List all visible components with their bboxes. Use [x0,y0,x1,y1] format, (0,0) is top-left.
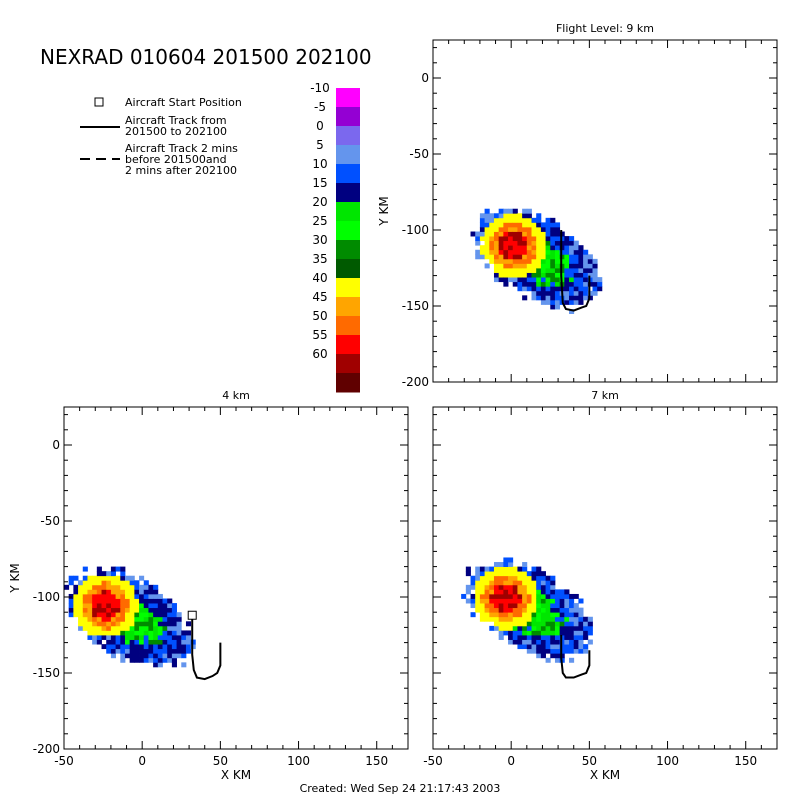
aircraft-track [191,615,222,681]
panel-title: 4 km [222,389,250,402]
figure-title: NEXRAD 010604 201500 202100 [40,45,372,69]
legend: Aircraft Start Position Aircraft Track f… [80,96,242,177]
colorbar-label: 15 [312,176,327,190]
colorbar-swatch [336,316,360,336]
legend-track-line2: 201500 to 202100 [125,125,227,138]
x-tick-label: -50 [423,754,443,768]
y-tick-label: -100 [402,223,429,237]
colorbar-swatch [336,145,360,165]
panel-title: Flight Level: 9 km [556,22,654,35]
colorbar-swatch [336,297,360,317]
x-tick-label: 150 [365,754,388,768]
radar-panel: 0 -50 -100 -150 -200 Flight Level: 9 km Y KM [377,22,778,389]
x-tick-label: 100 [287,754,310,768]
y-tick-label: -150 [402,299,429,313]
colorbar-label: 5 [316,138,324,152]
colorbar-swatch [336,183,360,203]
radar-panel: -50 0 50 100 150 0 -50 -100 -150 -200 4 km X KM Y KM [8,389,409,782]
colorbar-label: 45 [312,290,327,304]
x-tick-label: -50 [54,754,74,768]
colorbar-swatch [336,259,360,279]
colorbar-label: 0 [316,119,324,133]
aircraft-start-marker [187,610,197,620]
y-tick-label: -50 [409,147,429,161]
y-tick-label: -50 [40,514,60,528]
colorbar-label: -10 [310,81,330,95]
legend-dashed-line2: before 201500and [125,153,227,166]
y-tick-label: -150 [33,666,60,680]
y-axis-label: Y KM [377,196,391,226]
y-tick-label: 0 [421,71,429,85]
y-tick-label: 0 [52,438,60,452]
colorbar-label: -5 [314,100,326,114]
colorbar-swatch [336,164,360,184]
reflectivity-field [470,208,603,314]
start-position-marker [94,97,104,107]
x-tick-label: 0 [138,754,146,768]
aircraft-track [560,635,591,679]
colorbar-label: 60 [312,347,327,361]
colorbar-label: 25 [312,214,327,228]
colorbar-swatch [336,88,360,108]
x-axis-label: X KM [221,768,251,782]
footer: Created: Wed Sep 24 21:17:43 2003 [300,782,501,795]
radar-panel: -50 0 50 100 150 7 km X KM [423,389,778,782]
colorbar-swatch [336,202,360,222]
colorbar-label: 55 [312,328,327,342]
colorbar-label: 30 [312,233,327,247]
legend-track-line1: Aircraft Track from [125,114,227,127]
legend-dashed-line1: Aircraft Track 2 mins [125,142,238,155]
panel-title: 7 km [591,389,619,402]
colorbar-label: 40 [312,271,327,285]
colorbar-label: 20 [312,195,327,209]
reflectivity-field [461,557,593,663]
colorbar-swatch [336,126,360,146]
colorbar-label: 10 [312,157,327,171]
colorbar-label: 50 [312,309,327,323]
colorbar-swatch [336,240,360,260]
colorbar-swatch [336,335,360,355]
legend-start-label: Aircraft Start Position [125,96,242,109]
x-tick-label: 0 [507,754,515,768]
legend-dashed-line3: 2 mins after 202100 [125,164,237,177]
x-tick-label: 50 [582,754,597,768]
y-tick-label: -200 [33,742,60,756]
x-tick-label: 50 [213,754,228,768]
reflectivity-field [64,566,196,668]
colorbar-swatch [336,354,360,374]
x-axis-label: X KM [590,768,620,782]
colorbar: -10 -5 0 5 10 15 20 25 30 35 40 45 50 55 60 [310,81,360,393]
colorbar-swatch [336,221,360,241]
x-tick-label: 100 [656,754,679,768]
colorbar-swatch [336,373,360,393]
y-axis-label: Y KM [8,563,22,593]
y-tick-label: -200 [402,375,429,389]
aircraft-track [560,230,591,312]
colorbar-swatch [336,278,360,298]
colorbar-swatch [336,107,360,127]
colorbar-label: 35 [312,252,327,266]
y-tick-label: -100 [33,590,60,604]
x-tick-label: 150 [734,754,757,768]
